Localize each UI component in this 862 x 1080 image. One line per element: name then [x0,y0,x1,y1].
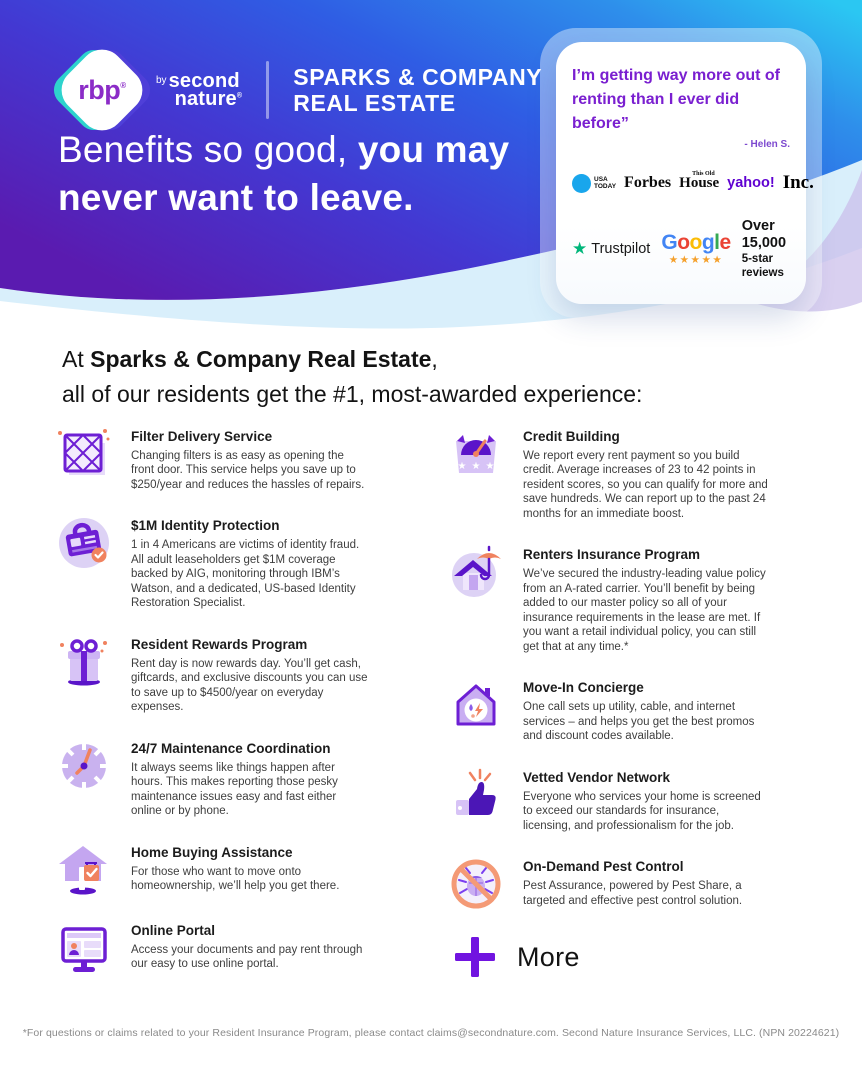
benefit-title: Filter Delivery Service [131,429,273,444]
second-nature-wordmark: second nature® [168,69,243,110]
header-divider [266,61,270,119]
benefit-item-resident-rewards: Resident Rewards Program Rent day is now… [57,635,449,715]
benefit-item-online-portal: Online Portal Access your documents and … [57,921,449,975]
this-old-house-logo: This Old House [679,170,720,191]
clock-icon [60,741,108,790]
registered-mark: ® [236,92,243,100]
benefit-title: $1M Identity Protection [131,518,280,534]
gift-icon [60,639,107,686]
benefit-description: Changing filters is as easy as opening t… [131,450,365,491]
benefit-item-renters-insurance: Renters Insurance Program We’ve secured … [449,545,819,654]
testimonial-quote: I’m getting way more out of renting than… [572,67,781,132]
benefit-item-pest-control: On-Demand Pest Control Pest Assurance, p… [449,857,819,911]
concierge-house-icon [456,684,496,726]
registered-mark: ® [120,80,126,90]
benefit-description: We’ve secured the industry-leading value… [523,568,766,653]
yahoo-logo: yahoo! [727,175,775,191]
intro-heading: At Sparks & Company Real Estate, all of … [62,346,643,407]
benefit-item-credit-building: ★ ★ ★ Credit Building We report every re… [449,427,819,521]
benefit-item-vetted-vendors: Vetted Vendor Network Everyone who servi… [449,768,819,833]
svg-text:★: ★ [458,461,467,472]
second-nature-logo: by second nature® [156,69,243,110]
credit-gauge-icon: ★ ★ ★ [456,435,496,473]
google-stars-icon: ★★★★★ [668,254,724,267]
benefit-description: Pest Assurance, powered by Pest Share, a… [523,880,743,907]
forbes-logo: Forbes [624,174,672,191]
trustpilot-logo: ★ Trustpilot [572,238,651,259]
testimonial-attribution: - Helen S. [744,139,790,150]
filter-icon [58,429,110,475]
more-benefits: More [453,935,819,979]
no-pest-icon [451,859,501,909]
benefit-title: Resident Rewards Program [131,636,308,652]
plus-icon [455,937,495,978]
trustpilot-star-icon: ★ [572,238,588,259]
benefit-title: Renters Insurance Program [523,547,701,563]
benefit-description: 1 in 4 Americans are victims of identity… [131,539,360,610]
home-sold-icon [59,845,107,895]
header-logo-row: rbp ® by second nature® SPARKS & COMPANY R… [47,40,543,140]
umbrella-house-icon [452,546,501,598]
testimonial-card: I’m getting way more out of renting than… [556,42,814,304]
usa-today-circle-icon [572,173,591,193]
svg-text:★: ★ [486,461,495,472]
by-label: by [156,74,167,86]
reviews-count: Over 15,000 5-star reviews [741,218,787,279]
usa-today-logo: USA TODAY [572,173,616,193]
benefit-title: Vetted Vendor Network [523,769,671,785]
benefit-description: Access your documents and pay rent throu… [131,943,363,971]
benefit-title: Credit Building [523,429,620,444]
benefit-item-home-buying: Home Buying Assistance For those who wan… [57,843,449,897]
benefit-item-filter-delivery: Filter Delivery Service Changing filters… [57,427,449,492]
benefit-description: One call sets up utility, cable, and int… [523,701,755,743]
svg-text:★: ★ [472,461,481,472]
benefit-item-maintenance: 24/7 Maintenance Coordination It always … [57,739,449,819]
benefit-item-move-in-concierge: Move-In Concierge One call sets up utili… [449,678,819,743]
google-logo: Google ★★★★★ [661,231,731,267]
identity-protection-icon [59,518,109,569]
rbp-logo: rbp ® [47,40,157,140]
benefits-column-right: ★ ★ ★ Credit Building We report every re… [449,427,819,999]
thumbs-up-icon [456,768,496,815]
rbp-logo-text: rbp ® [78,74,126,105]
benefit-title: On-Demand Pest Control [523,859,684,875]
monitor-icon [61,927,107,972]
benefits-list: Filter Delivery Service Changing filters… [57,427,862,999]
benefit-item-identity-protection: $1M Identity Protection 1 in 4 Americans… [57,516,449,610]
footer-disclaimer: *For questions or claims related to your… [22,1027,840,1039]
benefit-description: Everyone who services your home is scree… [523,790,761,832]
company-name: SPARKS & COMPANY REAL ESTATE [293,63,543,116]
benefit-title: Move-In Concierge [523,680,644,696]
more-label: More [517,941,580,972]
hero-banner: rbp ® by second nature® SPARKS & COMPANY R… [0,0,862,329]
reviews-row: ★ Trustpilot Google ★★★★★ Over 15,000 5-… [572,218,790,280]
benefit-description: It always seems like things happen after… [131,761,338,818]
benefit-title: 24/7 Maintenance Coordination [131,740,331,756]
hero-headline: Benefits so good, you may never want to … [58,129,510,219]
benefit-title: Online Portal [131,922,216,938]
benefit-description: We report every rent payment so you buil… [523,450,768,520]
benefits-column-left: Filter Delivery Service Changing filters… [57,427,449,999]
inc-logo: Inc. [782,172,814,193]
benefit-description: For those who want to move onto homeowne… [131,865,340,893]
benefit-title: Home Buying Assistance [131,844,293,860]
benefit-description: Rent day is now rewards day. You’ll get … [131,657,368,714]
media-logos-row: USA TODAY Forbes This Old House yahoo! Inc… [572,170,814,194]
